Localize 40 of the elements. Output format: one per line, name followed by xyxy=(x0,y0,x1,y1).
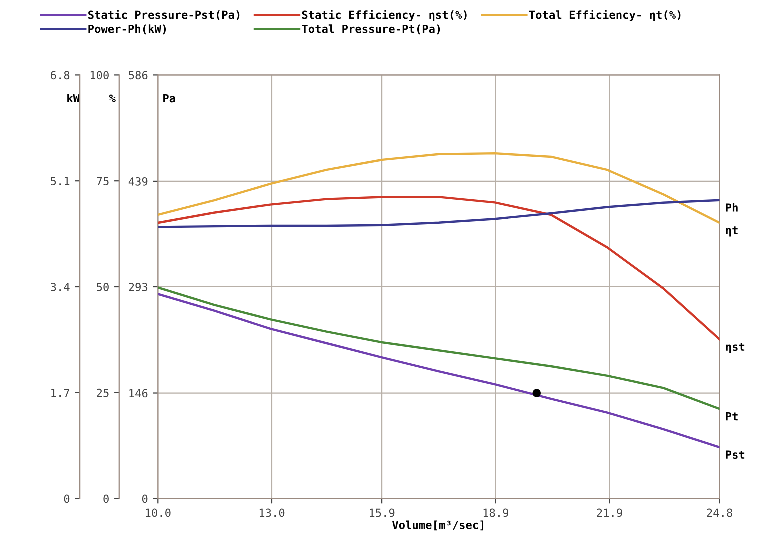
y-axis-title: Pa xyxy=(164,94,176,103)
y2-tick-label: 50 xyxy=(97,283,109,292)
x-axis-title: Volume[m³/sec] xyxy=(392,520,484,531)
y-tick-label: 293 xyxy=(129,283,148,292)
text: Ph xyxy=(726,203,738,212)
y3-tick-label: 3.4 xyxy=(51,283,70,292)
line-series xyxy=(158,152,720,224)
text: ηt xyxy=(726,226,738,237)
y-tick-label: 586 xyxy=(129,71,148,80)
x-tick-label: 18.9 xyxy=(484,508,509,518)
line-series xyxy=(158,293,720,449)
y3-tick-label: 5.1 xyxy=(51,177,70,186)
y-tick-label: 146 xyxy=(130,389,148,398)
y2-axis-title: % xyxy=(109,94,116,103)
legend-label: Total Efficiency- ηt(%) xyxy=(529,10,681,22)
y3-axis-title: kW xyxy=(68,94,80,103)
y3-tick-label: 6.8 xyxy=(51,71,70,80)
y3-tick-label: 0 xyxy=(64,494,70,504)
x-tick-label: 10.0 xyxy=(146,508,171,518)
line-series xyxy=(158,286,720,410)
y2-tick-label: 25 xyxy=(97,388,109,398)
legend-label: Static Pressure-Pst(Pa) xyxy=(88,10,240,20)
y-tick-label: 0 xyxy=(142,494,148,504)
legend-label: Total Pressure-Pt(Pa) xyxy=(302,24,440,35)
text: ηst xyxy=(726,343,745,354)
x-tick-label: 15.9 xyxy=(370,508,395,518)
x-tick-label: 13.0 xyxy=(260,508,285,518)
y2-tick-label: 100 xyxy=(90,71,109,80)
y2-tick-label: 0 xyxy=(104,494,109,504)
y-tick-label: 439 xyxy=(128,177,148,186)
x-tick-label: 21.9 xyxy=(597,508,622,518)
x-tick-label: 24.8 xyxy=(707,508,732,518)
y3-tick-label: 1.7 xyxy=(52,389,70,398)
text: Pt xyxy=(726,412,738,421)
legend-label: Static Efficiency- ηst(%) xyxy=(302,10,467,22)
y2-tick-label: 75 xyxy=(97,177,109,186)
line-series xyxy=(158,196,720,341)
text: Pst xyxy=(726,450,745,460)
line-series xyxy=(158,199,720,228)
legend-label: Power-Ph(kW) xyxy=(88,24,166,35)
